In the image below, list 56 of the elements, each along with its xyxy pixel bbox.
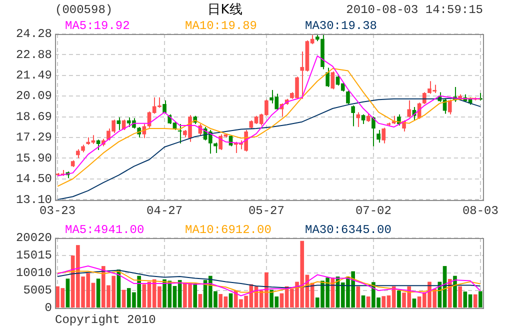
text: MA10:6912.00 bbox=[185, 223, 272, 238]
candlestick bbox=[448, 99, 452, 115]
y-tick-label: 24.28 bbox=[16, 27, 52, 42]
text: MA30:19.38 bbox=[305, 19, 378, 34]
y-tick-label: 14.50 bbox=[16, 172, 52, 186]
y-tick-label: 5005 bbox=[23, 284, 52, 298]
candlestick bbox=[372, 116, 376, 147]
bar bbox=[66, 278, 70, 308]
bar bbox=[453, 276, 457, 308]
candlestick bbox=[214, 142, 218, 154]
bar bbox=[473, 294, 478, 308]
bar bbox=[366, 296, 370, 308]
y-tick-label: 17.29 bbox=[16, 130, 52, 145]
bar bbox=[198, 294, 202, 308]
y-tick-label: 15015 bbox=[16, 248, 52, 263]
bar bbox=[412, 298, 416, 308]
candlestick bbox=[361, 114, 366, 125]
bar bbox=[228, 293, 233, 308]
candlestick bbox=[422, 92, 426, 105]
bar bbox=[397, 290, 401, 308]
candlestick bbox=[351, 105, 355, 127]
candlestick bbox=[162, 100, 166, 114]
text: (000598) bbox=[55, 3, 113, 18]
candlestick bbox=[330, 70, 335, 90]
y-tick-label: 18.69 bbox=[16, 110, 52, 124]
text: MA30:6345.00 bbox=[305, 223, 392, 238]
text: Copyright 2010 bbox=[55, 313, 156, 328]
bar bbox=[458, 286, 462, 308]
candlestick bbox=[346, 90, 350, 105]
candlestick bbox=[382, 127, 386, 144]
y-tick-label: 10010 bbox=[16, 266, 52, 280]
bar bbox=[193, 284, 198, 308]
text: MA10:19.89 bbox=[185, 19, 258, 34]
x-tick-label: 08-03 bbox=[462, 204, 498, 218]
y-tick-label: 0 bbox=[44, 301, 52, 316]
bar bbox=[478, 291, 482, 308]
bar bbox=[96, 278, 100, 308]
text: MA5:4941.00 bbox=[65, 223, 144, 238]
x-tick-label: 04-27 bbox=[146, 204, 183, 218]
y-tick-label: 22.88 bbox=[16, 48, 52, 62]
text: MA5:19.92 bbox=[65, 19, 130, 34]
x-tick-label: 07-02 bbox=[355, 204, 392, 218]
text: 2010-08-03 14:59:15 bbox=[346, 3, 483, 18]
bar bbox=[356, 286, 360, 308]
candlestick bbox=[407, 100, 412, 118]
bar bbox=[361, 295, 366, 308]
candlestick bbox=[326, 67, 330, 88]
y-tick-label: 21.49 bbox=[16, 68, 52, 82]
chart-title: 日K线 bbox=[208, 2, 242, 18]
x-tick-label: 05-27 bbox=[248, 204, 284, 218]
candlestick bbox=[376, 129, 380, 144]
candlestick bbox=[178, 124, 182, 144]
y-tick-label: 20.09 bbox=[16, 89, 52, 104]
y-tick-label: 20020 bbox=[16, 231, 52, 246]
bar bbox=[122, 290, 126, 308]
y-tick-label: 15.90 bbox=[16, 151, 52, 166]
